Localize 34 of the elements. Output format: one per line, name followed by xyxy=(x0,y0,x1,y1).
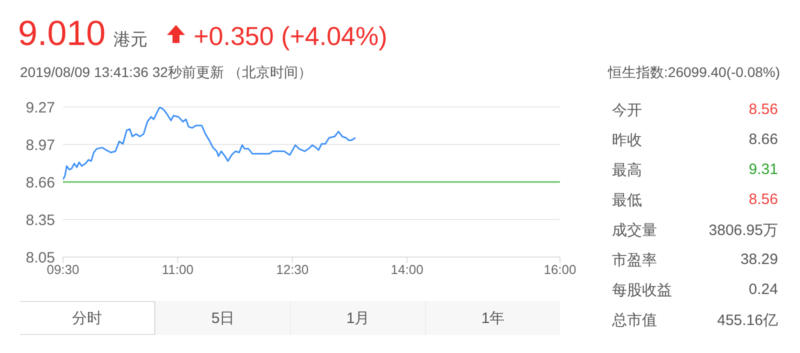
text: 每股收益 xyxy=(612,281,672,300)
x-tick-label: 16:00 xyxy=(544,262,576,278)
text: 8.56 xyxy=(748,101,778,120)
x-tick-label: 11:00 xyxy=(162,262,194,278)
text: +0.350 (+4.04%) xyxy=(194,21,388,52)
x-tick-label: 12:30 xyxy=(276,262,309,278)
y-tick-label: 9.27 xyxy=(26,99,55,116)
text: 最低 xyxy=(612,191,642,210)
text: 昨收 xyxy=(612,131,642,150)
y-tick-label: 8.35 xyxy=(26,212,55,229)
text: 港元 xyxy=(114,29,148,51)
y-tick-label: 8.97 xyxy=(26,136,55,154)
text: 总市值 xyxy=(612,311,657,330)
text: 市盈率 xyxy=(612,251,657,270)
chart-title: 9.010 xyxy=(18,14,106,54)
text: 恒生指数:26099.40(-0.08%) xyxy=(608,64,780,82)
text: 最高 xyxy=(612,161,642,180)
text: 分时 xyxy=(20,301,155,335)
chart-subtitle: 2019/08/09 13:41:36 32秒前更新 （北京时间） xyxy=(20,64,312,82)
text: 1年 xyxy=(425,301,560,335)
y-tick-label: 8.66 xyxy=(26,174,55,192)
line-series xyxy=(63,107,356,180)
text: 38.29 xyxy=(740,251,778,270)
text: 3806.95万 xyxy=(708,221,778,240)
text: 8.66 xyxy=(748,131,778,150)
text: 455.16亿 xyxy=(717,311,778,330)
text: 今开 xyxy=(612,101,642,120)
text: 8.56 xyxy=(748,191,778,210)
text: 1月 xyxy=(290,301,425,335)
text: 5日 xyxy=(155,301,290,335)
text: 9.31 xyxy=(748,161,778,180)
text: 成交量 xyxy=(612,221,657,240)
x-tick-label: 14:00 xyxy=(390,262,424,278)
text: 0.24 xyxy=(748,281,778,300)
